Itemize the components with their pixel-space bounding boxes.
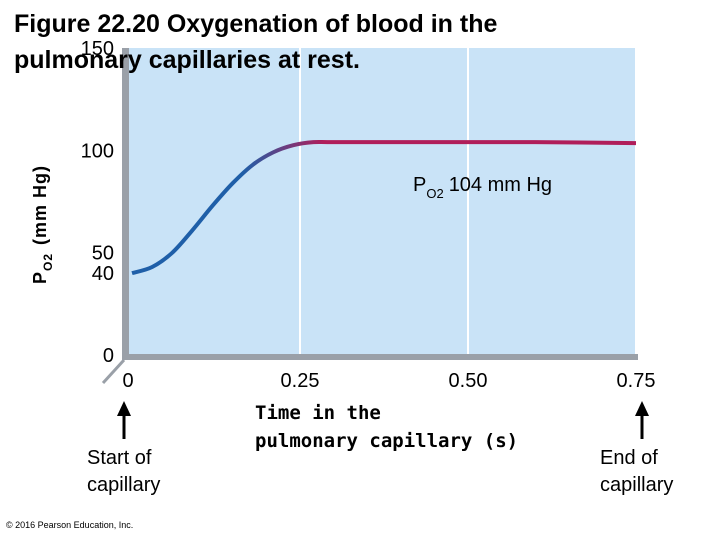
marker-arrow-head-0 [117, 401, 131, 416]
y-axis-line [122, 48, 129, 360]
marker-label-line1-0: Start of [87, 447, 152, 469]
x-tick-label-2: 0.50 [449, 370, 488, 392]
x-axis-line [122, 354, 638, 360]
x-tick-label-0: 0 [122, 370, 133, 392]
po2-annotation: PO2 104 mm Hg [413, 174, 552, 201]
y-tick-label-0: 0 [103, 345, 114, 367]
po2-curve [131, 139, 637, 276]
title-line-2: pulmonary capillaries at rest. [14, 46, 360, 74]
x-tick-labels: 0 0.25 0.50 0.75 [122, 370, 655, 392]
x-axis-label-line-2: pulmonary capillary (s) [255, 430, 518, 452]
y-tick-label-150: 150 [81, 38, 114, 60]
marker-label-line2-0: capillary [87, 474, 160, 496]
marker-label-line1-1: End of [600, 447, 658, 469]
y-tick-label-100: 100 [81, 140, 114, 162]
plot-area [128, 48, 637, 355]
x-tick-label-1: 0.25 [281, 370, 320, 392]
gridlines [299, 48, 637, 355]
x-axis-label-line-1: Time in the [255, 402, 381, 424]
y-axis-label: PO2(mm Hg) [30, 165, 55, 284]
x-tick-label-3: 0.75 [617, 370, 656, 392]
title-line-1: Figure 22.20 Oxygenation of blood in the [14, 10, 498, 38]
marker-arrow-head-1 [635, 401, 649, 416]
capillary-marker-0: Start of capillary [87, 401, 160, 496]
capillary-markers: Start of capillary End of capillary [87, 401, 673, 496]
copyright-notice: © 2016 Pearson Education, Inc. [6, 520, 134, 530]
marker-label-line2-1: capillary [600, 474, 673, 496]
figure-title: Figure 22.20 Oxygenation of blood in the… [14, 6, 654, 78]
axis-corner-line [101, 358, 126, 385]
axes [101, 48, 638, 385]
y-tick-label-40: 40 [92, 263, 114, 285]
y-tick-label-50: 50 [92, 243, 114, 265]
capillary-marker-1: End of capillary [600, 401, 673, 496]
